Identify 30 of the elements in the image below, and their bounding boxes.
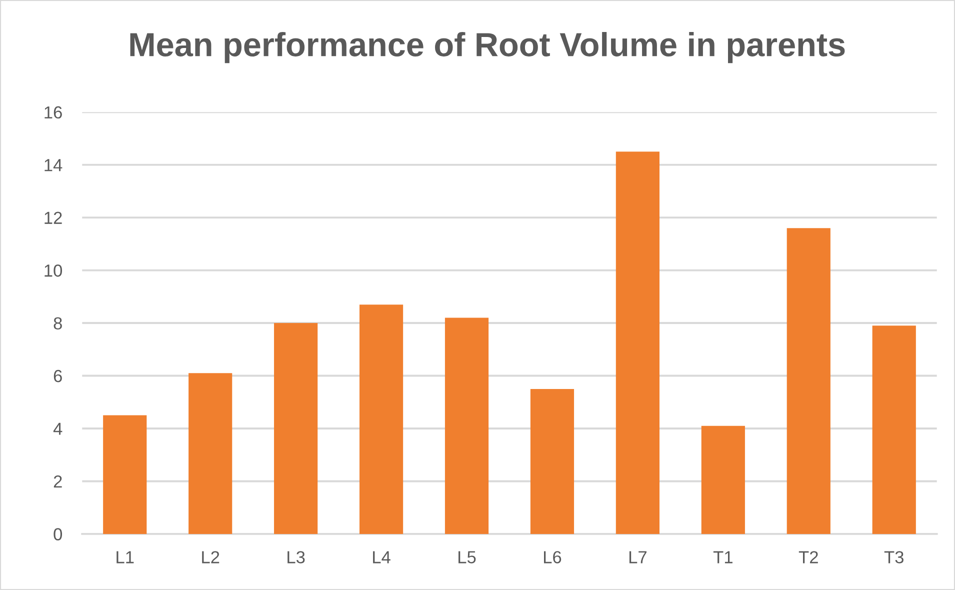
x-tick-label: L4 xyxy=(373,551,390,564)
bar xyxy=(701,426,745,534)
x-tick-label: L6 xyxy=(544,551,562,564)
y-tick-label: 16 xyxy=(44,106,62,119)
bar xyxy=(274,323,318,534)
y-tick-label: 4 xyxy=(53,422,62,435)
chart-title: Mean performance of Root Volume in parents xyxy=(130,32,845,64)
bar xyxy=(786,228,830,534)
bar xyxy=(103,415,147,534)
x-tick-label: L3 xyxy=(288,551,305,564)
bar xyxy=(444,318,489,534)
bar xyxy=(872,326,916,534)
y-tick-label: 2 xyxy=(54,475,62,488)
x-tick-label: T1 xyxy=(713,551,732,564)
y-tick-label: 10 xyxy=(44,264,62,277)
x-tick-label: T2 xyxy=(798,551,818,564)
bar xyxy=(530,388,574,534)
x-tick-label: T3 xyxy=(884,551,904,564)
bar xyxy=(188,373,232,534)
x-tick-label: L5 xyxy=(458,551,476,564)
x-tick-label: L7 xyxy=(629,551,646,564)
bar xyxy=(616,152,660,534)
x-tick-label: L1 xyxy=(116,551,134,564)
y-tick-label: 6 xyxy=(54,370,62,382)
x-tick-label: L2 xyxy=(202,551,220,564)
y-tick-label: 12 xyxy=(44,212,62,224)
bar xyxy=(359,304,404,534)
y-tick-label: 14 xyxy=(44,159,62,172)
y-tick-label: 0 xyxy=(54,528,62,540)
y-tick-label: 8 xyxy=(54,317,62,330)
